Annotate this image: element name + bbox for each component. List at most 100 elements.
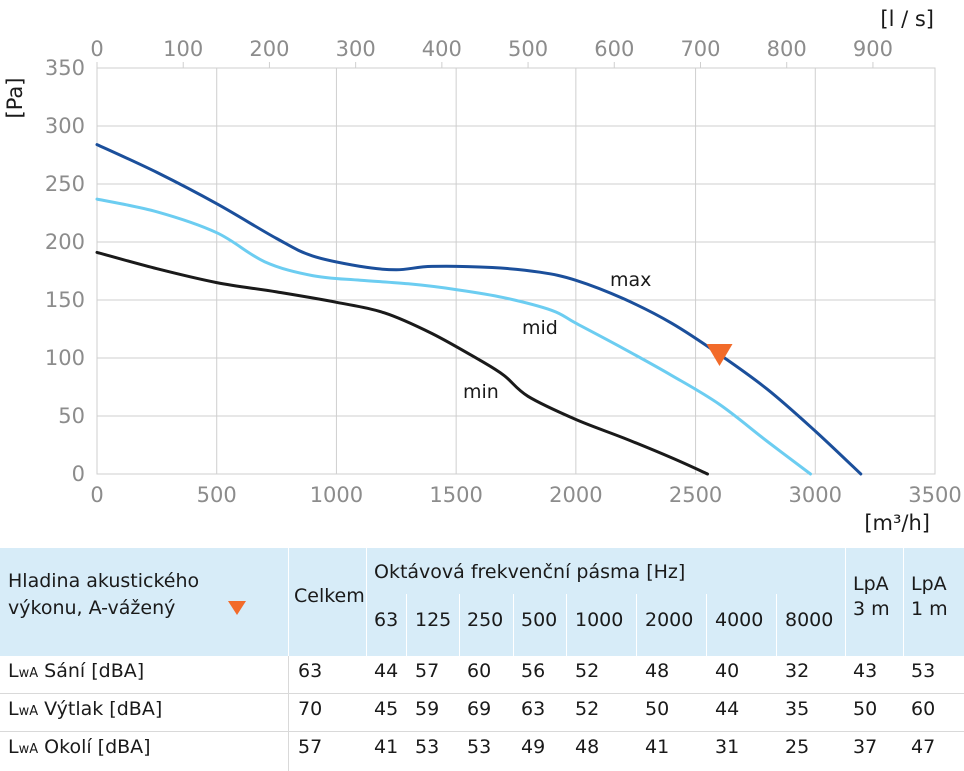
x-tick-label: 3500 (908, 483, 961, 507)
table-cell: 60 (467, 660, 492, 682)
row-label-text: Okolí [dBA] (38, 736, 151, 758)
x2-tick-label: 800 (767, 37, 807, 61)
table-cell: 45 (374, 698, 399, 720)
table-cell: 43 (853, 660, 878, 682)
y-tick-label: 200 (45, 230, 85, 254)
x2-tick-label: 200 (249, 37, 289, 61)
header-band: 2000 (645, 609, 694, 631)
row-label-prefix: L (8, 660, 19, 682)
row-label-prefix: L (8, 698, 19, 720)
table-cell: 40 (715, 660, 740, 682)
x2-tick-label: 300 (336, 37, 376, 61)
row-label-subscript: wA (18, 742, 39, 757)
table-cell: 52 (575, 660, 600, 682)
header-label-line1: Hladina akustického (8, 570, 200, 592)
plot-frame (96, 67, 936, 475)
table-cell: 41 (645, 736, 670, 758)
x-tick-label: 0 (90, 483, 103, 507)
table-cell: 53 (911, 660, 936, 682)
x2-tick-label: 100 (163, 37, 203, 61)
table-cell: 35 (785, 698, 810, 720)
y-tick-label: 150 (45, 288, 85, 312)
table-cell: 70 (298, 698, 323, 720)
y-tick-label: 300 (45, 114, 85, 138)
x2-tick-label: 0 (90, 37, 103, 61)
header-band: 63 (374, 609, 399, 631)
table-cell: 44 (374, 660, 399, 682)
table-cell: 31 (715, 736, 740, 758)
row-label-text: Sání [dBA] (38, 660, 145, 682)
x-tick-label: 2000 (549, 483, 602, 507)
x-tick-label: 3000 (789, 483, 842, 507)
header-lpa1-line2: 1 m (911, 598, 948, 620)
table-cell: 50 (645, 698, 670, 720)
row-label: LwA Sání [dBA] (8, 660, 144, 685)
y-tick-label: 50 (58, 404, 85, 428)
row-divider (0, 693, 964, 694)
header-octave-title: Oktávová frekvenční pásma [Hz] (374, 561, 686, 583)
table-cell: 32 (785, 660, 810, 682)
x-tick-label: 2500 (669, 483, 722, 507)
y-tick-label: 100 (45, 346, 85, 370)
row-label-text: Výtlak [dBA] (38, 698, 163, 720)
x2-tick-label: 600 (594, 37, 634, 61)
table-cell: 41 (374, 736, 399, 758)
series-line-min (95, 250, 709, 476)
marker-legend-icon (228, 601, 246, 615)
row-label-subscript: wA (18, 704, 39, 719)
y-tick-label: 0 (72, 462, 85, 486)
header-band: 4000 (715, 609, 764, 631)
header-band: 500 (521, 609, 558, 631)
table-cell: 44 (715, 698, 740, 720)
table-cell: 25 (785, 736, 810, 758)
table-cell: 53 (415, 736, 440, 758)
header-band: 250 (467, 609, 504, 631)
x2-tick-label: 400 (422, 37, 462, 61)
table-cell: 49 (521, 736, 546, 758)
x2-tick-label: 900 (853, 37, 893, 61)
operating-point-marker (706, 344, 733, 366)
y-tick-label: 250 (45, 172, 85, 196)
series-line-mid (95, 197, 812, 476)
header-band: 125 (415, 609, 452, 631)
series-label-mid: mid (522, 317, 558, 339)
x-axis-unit: [m³/h] (864, 511, 930, 535)
header-lpa3-line2: 3 m (853, 598, 890, 620)
row-label: LwA Výtlak [dBA] (8, 698, 162, 723)
y-axis-unit: [Pa] (3, 78, 27, 119)
header-band: 8000 (785, 609, 834, 631)
x2-tick-label: 700 (680, 37, 720, 61)
operating-point-triangle (706, 344, 733, 366)
series-lines (95, 143, 863, 476)
series-label-max: max (610, 269, 651, 291)
header-label-line2: výkonu, A-vážený (8, 597, 176, 619)
header-band: 1000 (575, 609, 624, 631)
row-divider (0, 731, 964, 732)
x-tick-label: 1500 (429, 483, 482, 507)
table-cell: 50 (853, 698, 878, 720)
y-tick-label: 350 (45, 56, 85, 80)
table-cell: 60 (911, 698, 936, 720)
x2-tick-label: 500 (508, 37, 548, 61)
table-cell: 48 (645, 660, 670, 682)
column-divider (288, 656, 289, 771)
header-lpa3-line1: LpA (853, 573, 889, 595)
table-cell: 53 (467, 736, 492, 758)
table-cell: 52 (575, 698, 600, 720)
table-cell: 47 (911, 736, 936, 758)
series-label-min: min (463, 381, 499, 403)
row-label: LwA Okolí [dBA] (8, 736, 151, 761)
acoustic-table: Hladina akustického výkonu, A-vážený Cel… (0, 548, 964, 771)
grid (96, 62, 936, 475)
x2-axis-unit: [l / s] (880, 7, 934, 31)
row-label-subscript: wA (18, 666, 39, 681)
header-lpa1-line1: LpA (911, 573, 947, 595)
x-tick-label: 500 (197, 483, 237, 507)
x-tick-label: 1000 (310, 483, 363, 507)
table-cell: 37 (853, 736, 878, 758)
table-header (0, 548, 964, 656)
table-cell: 57 (415, 660, 440, 682)
table-cell: 48 (575, 736, 600, 758)
table-cell: 57 (298, 736, 323, 758)
